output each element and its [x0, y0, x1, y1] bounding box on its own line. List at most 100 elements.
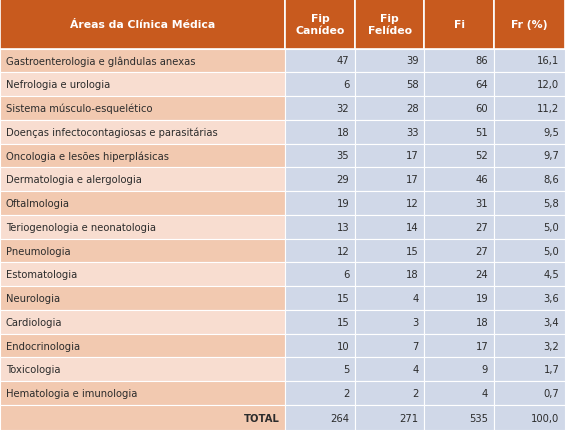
Text: 51: 51 [475, 127, 488, 138]
Text: 9,7: 9,7 [544, 151, 559, 161]
Text: 12: 12 [406, 199, 419, 209]
Text: 4: 4 [482, 388, 488, 398]
Bar [494, 144, 565, 168]
Text: Gastroenterologia e glândulas anexas: Gastroenterologia e glândulas anexas [6, 56, 195, 67]
Bar [355, 97, 424, 120]
Text: Pneumologia: Pneumologia [6, 246, 70, 256]
Bar [0, 381, 285, 405]
Bar [285, 97, 355, 120]
Text: 15: 15 [336, 317, 349, 327]
Text: 0,7: 0,7 [544, 388, 559, 398]
Text: 2: 2 [343, 388, 349, 398]
Bar [424, 310, 494, 334]
Bar [424, 168, 494, 192]
Bar [0, 215, 285, 239]
Bar [355, 334, 424, 358]
Bar [494, 215, 565, 239]
Text: 6: 6 [343, 80, 349, 90]
Text: TOTAL: TOTAL [244, 412, 280, 423]
Bar [0, 120, 285, 144]
Text: 12: 12 [336, 246, 349, 256]
Text: 4,5: 4,5 [544, 270, 559, 280]
Text: Estomatologia: Estomatologia [6, 270, 77, 280]
Bar [0, 144, 285, 168]
Bar [355, 192, 424, 215]
Bar [494, 334, 565, 358]
Bar [355, 310, 424, 334]
Text: 29: 29 [336, 175, 349, 185]
Text: 32: 32 [337, 104, 349, 114]
Bar [355, 381, 424, 405]
Text: Endocrinologia: Endocrinologia [6, 341, 80, 351]
Bar [494, 263, 565, 286]
Text: 2: 2 [412, 388, 419, 398]
Bar [494, 168, 565, 192]
Bar [494, 120, 565, 144]
Text: 5,0: 5,0 [544, 222, 559, 232]
Bar [355, 358, 424, 381]
Text: 7: 7 [412, 341, 419, 351]
Bar [285, 263, 355, 286]
Bar [0, 0, 285, 49]
Text: Fip
Felídeo: Fip Felídeo [367, 14, 412, 36]
Text: 271: 271 [399, 412, 419, 423]
Text: Neurologia: Neurologia [6, 293, 60, 304]
Text: Áreas da Clínica Médica: Áreas da Clínica Médica [70, 20, 215, 30]
Text: 17: 17 [406, 175, 419, 185]
Bar [424, 144, 494, 168]
Bar [424, 405, 494, 430]
Text: 12,0: 12,0 [537, 80, 559, 90]
Bar [0, 239, 285, 263]
Bar [494, 0, 565, 49]
Text: 19: 19 [336, 199, 349, 209]
Bar [355, 239, 424, 263]
Bar [285, 239, 355, 263]
Bar [355, 144, 424, 168]
Text: 14: 14 [406, 222, 419, 232]
Bar [494, 286, 565, 310]
Bar [355, 49, 424, 73]
Bar [285, 286, 355, 310]
Bar [355, 120, 424, 144]
Text: 46: 46 [476, 175, 488, 185]
Bar [494, 310, 565, 334]
Bar [494, 405, 565, 430]
Text: 15: 15 [336, 293, 349, 304]
Bar [424, 120, 494, 144]
Text: 24: 24 [476, 270, 488, 280]
Bar [0, 334, 285, 358]
Text: 1,7: 1,7 [544, 365, 559, 375]
Text: 11,2: 11,2 [537, 104, 559, 114]
Text: 17: 17 [475, 341, 488, 351]
Bar [0, 49, 285, 73]
Text: 535: 535 [469, 412, 488, 423]
Text: 264: 264 [330, 412, 349, 423]
Bar [494, 97, 565, 120]
Bar [494, 73, 565, 97]
Bar [285, 358, 355, 381]
Bar [285, 215, 355, 239]
Bar [424, 215, 494, 239]
Text: 4: 4 [412, 293, 419, 304]
Bar [424, 286, 494, 310]
Text: Nefrologia e urologia: Nefrologia e urologia [6, 80, 110, 90]
Bar [0, 263, 285, 286]
Bar [494, 358, 565, 381]
Bar [285, 144, 355, 168]
Text: 10: 10 [337, 341, 349, 351]
Text: Toxicologia: Toxicologia [6, 365, 60, 375]
Bar [0, 286, 285, 310]
Text: Fi: Fi [454, 20, 464, 30]
Bar [355, 168, 424, 192]
Bar [0, 405, 285, 430]
Text: 35: 35 [337, 151, 349, 161]
Text: 3,2: 3,2 [544, 341, 559, 351]
Text: 47: 47 [337, 56, 349, 66]
Text: 6: 6 [343, 270, 349, 280]
Text: Fr (%): Fr (%) [511, 20, 547, 30]
Text: 86: 86 [476, 56, 488, 66]
Text: 39: 39 [406, 56, 419, 66]
Bar [424, 97, 494, 120]
Bar [494, 239, 565, 263]
Bar [494, 49, 565, 73]
